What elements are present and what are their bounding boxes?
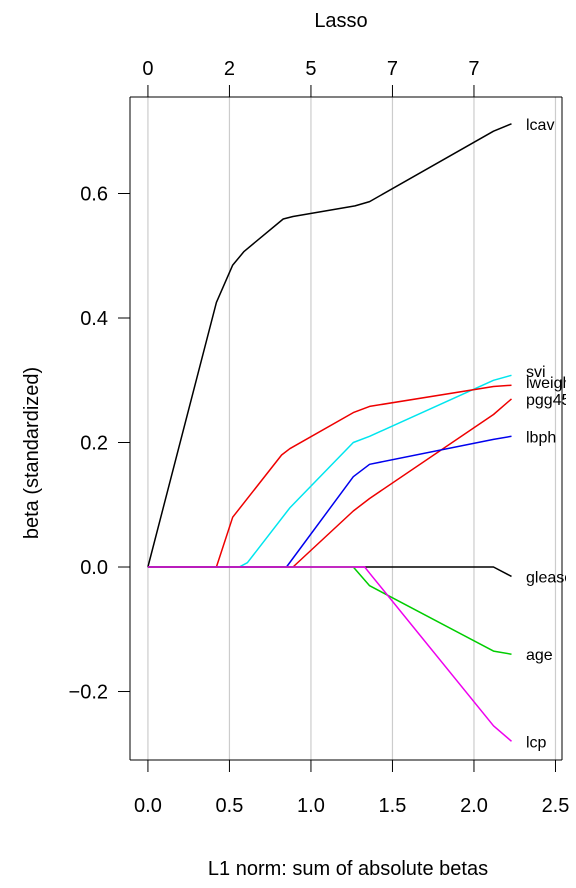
axes: 0.0 0.5 1.0 1.5 2.0 2.5 0 2 5 7 7 −0.2 0.0 0.2 0.4 0.6 (69, 58, 570, 817)
series-end-label-0: lcav (526, 117, 554, 134)
series-line-pgg45 (147, 398, 512, 568)
top-tick-label: 7 (387, 58, 398, 80)
series-end-label-6: age (526, 647, 553, 664)
y-axis-label: beta (standardized) (21, 367, 43, 539)
x-tick-label: 1.0 (297, 795, 325, 817)
series-line-gleason (147, 566, 512, 578)
x-tick-label: 0.0 (134, 795, 162, 817)
x-tick-label: 0.5 (216, 795, 244, 817)
series-line-svi (147, 374, 512, 568)
x-tick-label: 2.0 (460, 795, 488, 817)
top-tick-label: 7 (468, 58, 479, 80)
series-end-label-5: gleason (526, 569, 576, 586)
y-tick-label: 0.2 (80, 433, 108, 455)
series-line-lbph (147, 435, 512, 568)
series-line-age (147, 566, 512, 655)
series-end-label-1: svi (526, 364, 546, 381)
series-end-label-4: lbph (526, 429, 556, 446)
x-axis-label: L1 norm: sum of absolute betas (208, 858, 488, 880)
top-tick-label: 5 (305, 58, 316, 80)
vertical-grid (147, 97, 557, 760)
series-end-label-2: lweight (526, 375, 576, 392)
y-tick-label: 0.4 (80, 308, 108, 330)
series-line-lweight (147, 384, 512, 568)
top-tick-label: 2 (224, 58, 235, 80)
series-end-label-3: pgg45 (526, 392, 571, 409)
y-tick-label: 0.0 (80, 557, 108, 579)
coefficient-paths (147, 123, 512, 742)
top-tick-label: 0 (142, 58, 153, 80)
chart-title: Lasso (314, 10, 367, 32)
series-line-lcav (147, 123, 512, 568)
series-end-label-7: lcp (526, 734, 547, 751)
y-tick-label: −0.2 (69, 682, 108, 704)
x-tick-label: 2.5 (542, 795, 570, 817)
y-tick-label: 0.6 (80, 183, 108, 205)
series-line-lcp (147, 566, 512, 742)
x-tick-label: 1.5 (379, 795, 407, 817)
